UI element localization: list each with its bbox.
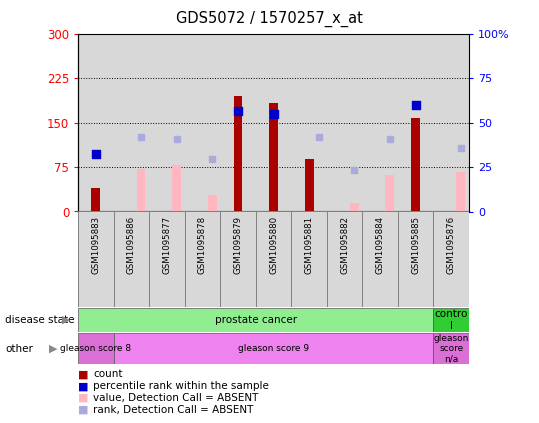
Text: GDS5072 / 1570257_x_at: GDS5072 / 1570257_x_at xyxy=(176,11,363,27)
Text: count: count xyxy=(93,369,123,379)
Bar xyxy=(78,34,114,212)
Bar xyxy=(457,173,465,212)
Text: GSM1095882: GSM1095882 xyxy=(340,216,349,275)
Bar xyxy=(114,212,149,307)
Text: disease state: disease state xyxy=(5,315,75,325)
Bar xyxy=(433,333,469,364)
Bar xyxy=(411,118,420,212)
Bar xyxy=(220,34,256,212)
Bar xyxy=(433,308,469,332)
Bar xyxy=(327,212,362,307)
Text: value, Detection Call = ABSENT: value, Detection Call = ABSENT xyxy=(93,393,259,403)
Text: contro
l: contro l xyxy=(434,309,468,331)
Bar xyxy=(92,188,100,212)
Point xyxy=(208,156,216,163)
Bar xyxy=(185,212,220,307)
Bar xyxy=(385,175,394,212)
Bar xyxy=(256,34,291,212)
Point xyxy=(350,167,358,173)
Text: GSM1095876: GSM1095876 xyxy=(447,216,455,275)
Point xyxy=(92,151,100,157)
Bar xyxy=(114,333,433,364)
Bar xyxy=(114,34,149,212)
Text: gleason score 8: gleason score 8 xyxy=(60,344,132,353)
Bar xyxy=(149,212,185,307)
Point xyxy=(314,134,323,141)
Bar xyxy=(291,212,327,307)
Text: ■: ■ xyxy=(78,369,88,379)
Text: GSM1095877: GSM1095877 xyxy=(162,216,171,275)
Bar xyxy=(149,34,185,212)
Text: ▶: ▶ xyxy=(62,315,71,325)
Bar xyxy=(350,203,358,212)
Bar xyxy=(78,333,114,364)
Point xyxy=(270,110,278,117)
Text: percentile rank within the sample: percentile rank within the sample xyxy=(93,381,269,391)
Text: ▶: ▶ xyxy=(49,343,57,354)
Point xyxy=(234,107,243,114)
Bar xyxy=(398,34,433,212)
Text: GSM1095884: GSM1095884 xyxy=(376,216,385,275)
Bar xyxy=(172,165,181,212)
Bar xyxy=(185,34,220,212)
Bar xyxy=(233,96,243,212)
Point xyxy=(457,144,465,151)
Point xyxy=(411,102,420,108)
Text: GSM1095881: GSM1095881 xyxy=(305,216,314,275)
Bar xyxy=(327,34,362,212)
Text: other: other xyxy=(5,343,33,354)
Bar xyxy=(291,34,327,212)
Point xyxy=(385,136,394,143)
Text: ■: ■ xyxy=(78,405,88,415)
Bar xyxy=(256,212,291,307)
Text: gleason score 9: gleason score 9 xyxy=(238,344,309,353)
Bar xyxy=(362,212,398,307)
Bar xyxy=(220,212,256,307)
Bar xyxy=(136,169,146,212)
Bar xyxy=(208,195,217,212)
Point xyxy=(172,136,181,143)
Bar xyxy=(433,34,469,212)
Bar xyxy=(362,34,398,212)
Text: GSM1095878: GSM1095878 xyxy=(198,216,207,275)
Bar xyxy=(269,103,278,212)
Bar xyxy=(305,159,314,212)
Text: gleason
score
n/a: gleason score n/a xyxy=(433,334,469,363)
Text: ■: ■ xyxy=(78,381,88,391)
Text: GSM1095885: GSM1095885 xyxy=(411,216,420,275)
Text: prostate cancer: prostate cancer xyxy=(215,315,297,325)
Bar xyxy=(398,212,433,307)
Bar xyxy=(433,212,469,307)
Text: rank, Detection Call = ABSENT: rank, Detection Call = ABSENT xyxy=(93,405,254,415)
Bar xyxy=(78,212,114,307)
Text: ■: ■ xyxy=(78,393,88,403)
Text: GSM1095879: GSM1095879 xyxy=(233,216,243,274)
Text: GSM1095883: GSM1095883 xyxy=(92,216,100,275)
Point xyxy=(137,134,146,141)
Text: GSM1095880: GSM1095880 xyxy=(269,216,278,275)
Text: GSM1095886: GSM1095886 xyxy=(127,216,136,275)
